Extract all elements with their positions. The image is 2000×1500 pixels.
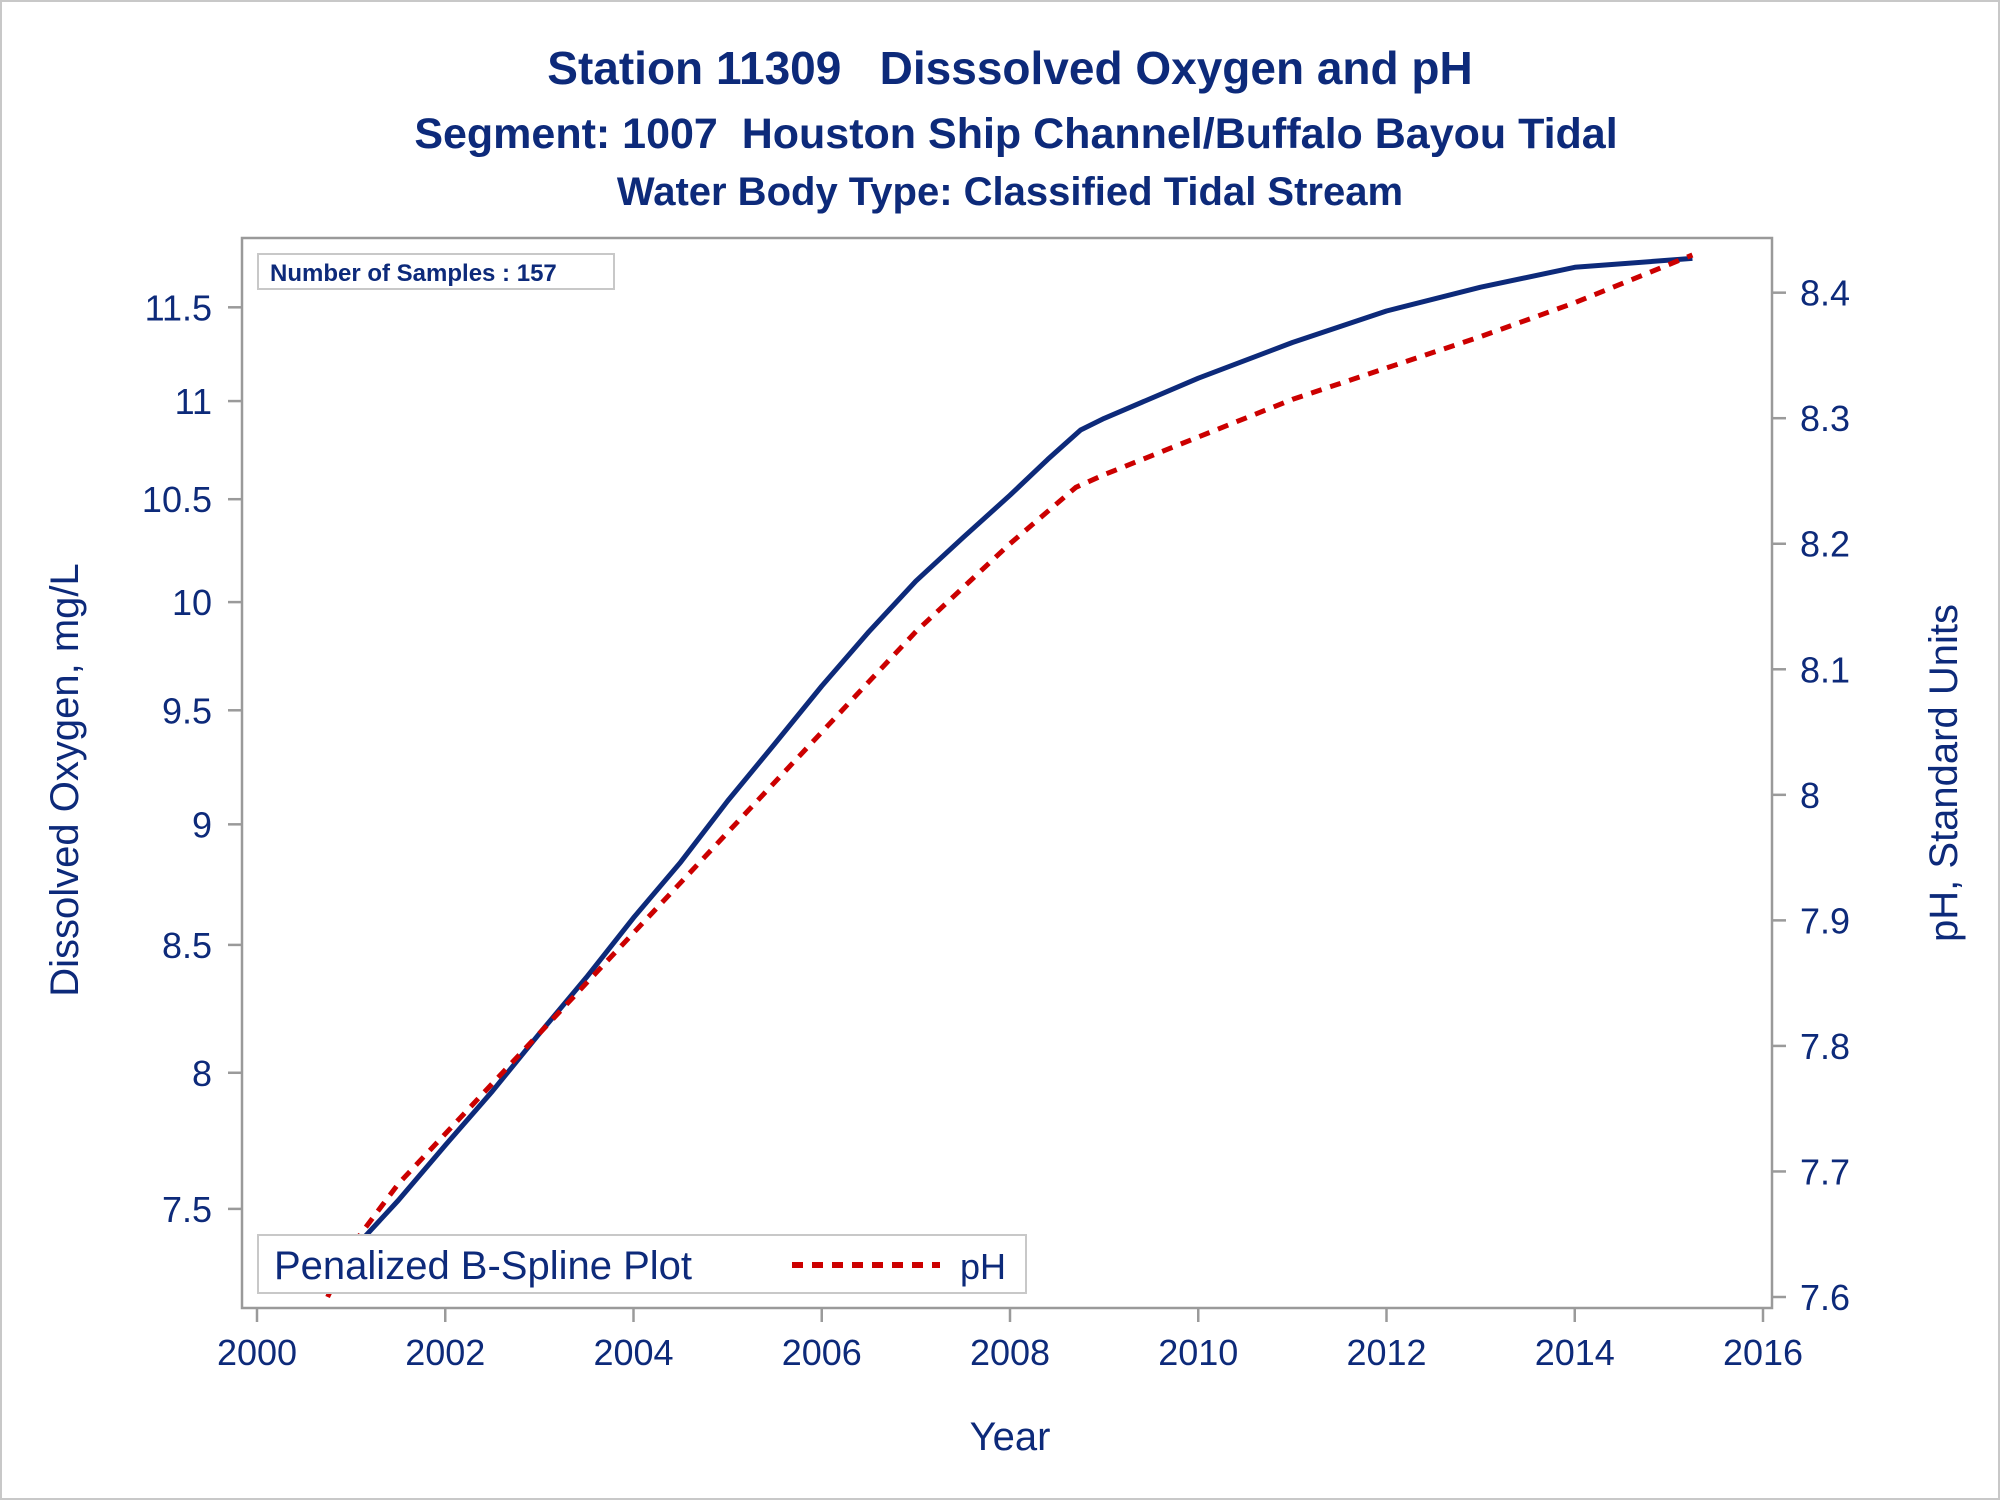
y-tick-label: 10.5 xyxy=(142,479,212,520)
annotation-box xyxy=(257,253,615,290)
x-tick-label: 2008 xyxy=(970,1332,1050,1373)
y-tick-label: 7.5 xyxy=(162,1189,212,1230)
x-tick-label: 2016 xyxy=(1723,1332,1803,1373)
y2-tick-label: 7.7 xyxy=(1800,1151,1850,1192)
series-line-ph xyxy=(325,252,1694,1299)
plot-frame xyxy=(240,236,1774,1310)
sample-count-annotation: Number of Samples : 157 xyxy=(257,253,615,290)
x-tick-label: 2000 xyxy=(217,1332,297,1373)
y-tick-label: 9.5 xyxy=(162,690,212,731)
series-line-dissolved-oxygen xyxy=(325,255,1693,1280)
y2-tick-label: 7.9 xyxy=(1800,900,1850,941)
y2-tick-label: 8.1 xyxy=(1800,649,1850,690)
y2-axis-label: pH, Standard Units xyxy=(1922,604,1966,942)
x-tick-label: 2006 xyxy=(782,1332,862,1373)
x-tick-label: 2010 xyxy=(1158,1332,1238,1373)
y2-tick-label: 7.6 xyxy=(1800,1277,1850,1318)
x-tick-label: 2004 xyxy=(593,1332,673,1373)
chart-subtitle: Segment: 1007 Houston Ship Channel/Buffa… xyxy=(414,110,1617,158)
y2-tick-label: 8.2 xyxy=(1800,524,1850,565)
y-tick-label: 11.5 xyxy=(145,287,212,328)
y-tick-label: 8.5 xyxy=(162,925,212,966)
series-layer xyxy=(325,252,1694,1299)
legend-label-ph: pH xyxy=(960,1246,1006,1287)
y-tick-label: 9 xyxy=(192,804,212,845)
y-tick-label: 8 xyxy=(192,1053,212,1094)
legend-title: Penalized B-Spline Plot xyxy=(274,1244,692,1288)
x-tick-label: 2002 xyxy=(405,1332,485,1373)
axes-layer: 2000 2002 2004 2006 2008 2010 2012 2014 2016 7.5 8… xyxy=(142,273,1850,1373)
y2-tick-label: 8.3 xyxy=(1800,398,1850,439)
annotation-text: Number of Samples : 157 xyxy=(270,260,557,287)
x-tick-label: 2012 xyxy=(1346,1332,1426,1373)
chart-title: Station 11309 Disssolved Oxygen and pH xyxy=(547,42,1472,94)
legend: Penalized B-Spline Plot pH xyxy=(257,1234,1027,1294)
y-tick-label: 11 xyxy=(175,381,212,422)
x-axis-label: Year xyxy=(970,1415,1051,1459)
y2-tick-label: 8 xyxy=(1800,775,1820,816)
x-tick-label: 2014 xyxy=(1535,1332,1615,1373)
chart-subtitle-2: Water Body Type: Classified Tidal Stream xyxy=(617,170,1403,214)
y2-tick-label: 7.8 xyxy=(1800,1026,1850,1067)
y2-tick-label: 8.4 xyxy=(1800,273,1850,314)
y-tick-label: 10 xyxy=(172,582,212,623)
y-axis-label: Dissolved Oxygen, mg/L xyxy=(43,563,87,997)
